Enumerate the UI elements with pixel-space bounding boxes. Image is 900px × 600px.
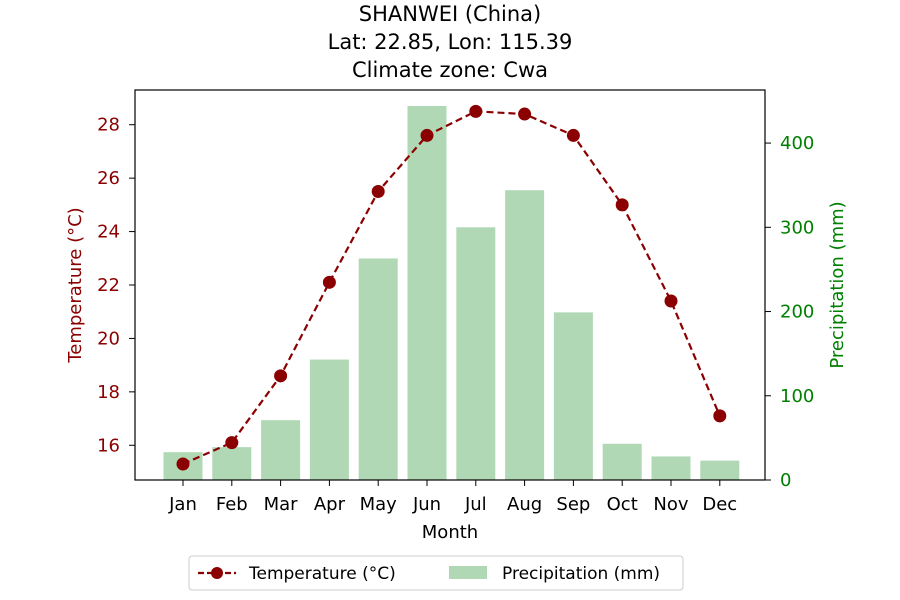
left-tick-label: 22 xyxy=(97,275,120,296)
x-tick-label: Nov xyxy=(653,494,688,515)
chart-title: SHANWEI (China) Lat: 22.85, Lon: 115.39 … xyxy=(328,2,573,82)
right-tick-label: 100 xyxy=(780,386,814,407)
legend-temperature-label: Temperature (°C) xyxy=(248,564,396,584)
temperature-series-line xyxy=(182,110,721,465)
x-tick-label: Dec xyxy=(702,494,737,515)
left-tick-label: 28 xyxy=(97,115,120,136)
x-tick-label: Mar xyxy=(264,494,299,515)
x-tick-label: May xyxy=(360,494,398,515)
left-tick-label: 18 xyxy=(97,382,120,403)
legend-precipitation-swatch-icon xyxy=(449,566,487,579)
right-axis-ticks: 0 100 200 300 400 xyxy=(765,133,814,491)
precipitation-bar-may xyxy=(358,258,398,480)
precipitation-bar-nov xyxy=(651,456,691,480)
x-tick-label: Jun xyxy=(412,494,441,515)
temperature-point-sep xyxy=(566,128,580,142)
x-tick-label: Jan xyxy=(168,494,197,515)
x-tick-label: Apr xyxy=(314,494,346,515)
right-tick-label: 200 xyxy=(780,302,814,323)
legend: Temperature (°C) Precipitation (mm) xyxy=(188,555,684,591)
precipitation-bar-feb xyxy=(212,447,252,480)
plot-frame xyxy=(134,89,766,481)
left-tick-label: 26 xyxy=(97,168,120,189)
right-tick-label: 400 xyxy=(780,133,814,154)
x-tick-label: Feb xyxy=(216,494,248,515)
x-axis-ticks: Jan Feb Mar Apr May Jun Jul Aug Sep Oct Nov Dec xyxy=(168,480,737,515)
precipitation-bar-jul xyxy=(456,227,496,480)
left-axis-label: Temperature (°C) xyxy=(65,207,86,363)
left-tick-label: 20 xyxy=(97,328,120,349)
legend-box xyxy=(188,555,684,591)
title-line-1: SHANWEI (China) xyxy=(359,2,541,26)
left-tick-label: 24 xyxy=(97,222,120,243)
precipitation-bar-sep xyxy=(553,312,593,480)
right-axis-label: Precipitation (mm) xyxy=(827,201,848,368)
x-tick-label: Sep xyxy=(556,494,590,515)
right-tick-label: 300 xyxy=(780,217,814,238)
temperature-point-mar xyxy=(274,369,288,383)
x-tick-label: Aug xyxy=(507,494,542,515)
legend-temperature-marker-icon xyxy=(211,567,223,579)
left-axis-ticks: 16 18 20 22 24 26 28 xyxy=(97,115,135,456)
precipitation-bar-oct xyxy=(602,443,642,480)
precipitation-bars xyxy=(163,106,740,480)
temperature-point-dec xyxy=(713,409,727,423)
title-line-2: Lat: 22.85, Lon: 115.39 xyxy=(328,30,573,54)
title-line-3: Climate zone: Cwa xyxy=(352,58,548,82)
precipitation-bar-mar xyxy=(261,420,301,480)
legend-precipitation-label: Precipitation (mm) xyxy=(502,564,660,584)
precipitation-bar-aug xyxy=(505,190,545,480)
temperature-point-jul xyxy=(469,104,483,118)
temperature-point-aug xyxy=(518,107,532,121)
temperature-point-apr xyxy=(322,275,336,289)
x-tick-label: Jul xyxy=(464,494,487,515)
precipitation-bar-apr xyxy=(309,359,349,480)
temperature-point-oct xyxy=(615,198,629,212)
precipitation-bar-jun xyxy=(407,106,447,480)
temperature-line xyxy=(176,104,727,471)
precipitation-bar-dec xyxy=(700,460,740,480)
temperature-point-may xyxy=(371,185,385,199)
left-tick-label: 16 xyxy=(97,435,120,456)
x-tick-label: Oct xyxy=(607,494,638,515)
right-tick-label: 0 xyxy=(780,470,791,491)
temperature-point-nov xyxy=(664,294,678,308)
temperature-point-jan xyxy=(176,457,190,471)
temperature-point-feb xyxy=(225,436,239,450)
x-axis-label: Month xyxy=(422,522,478,543)
temperature-point-jun xyxy=(420,128,434,142)
